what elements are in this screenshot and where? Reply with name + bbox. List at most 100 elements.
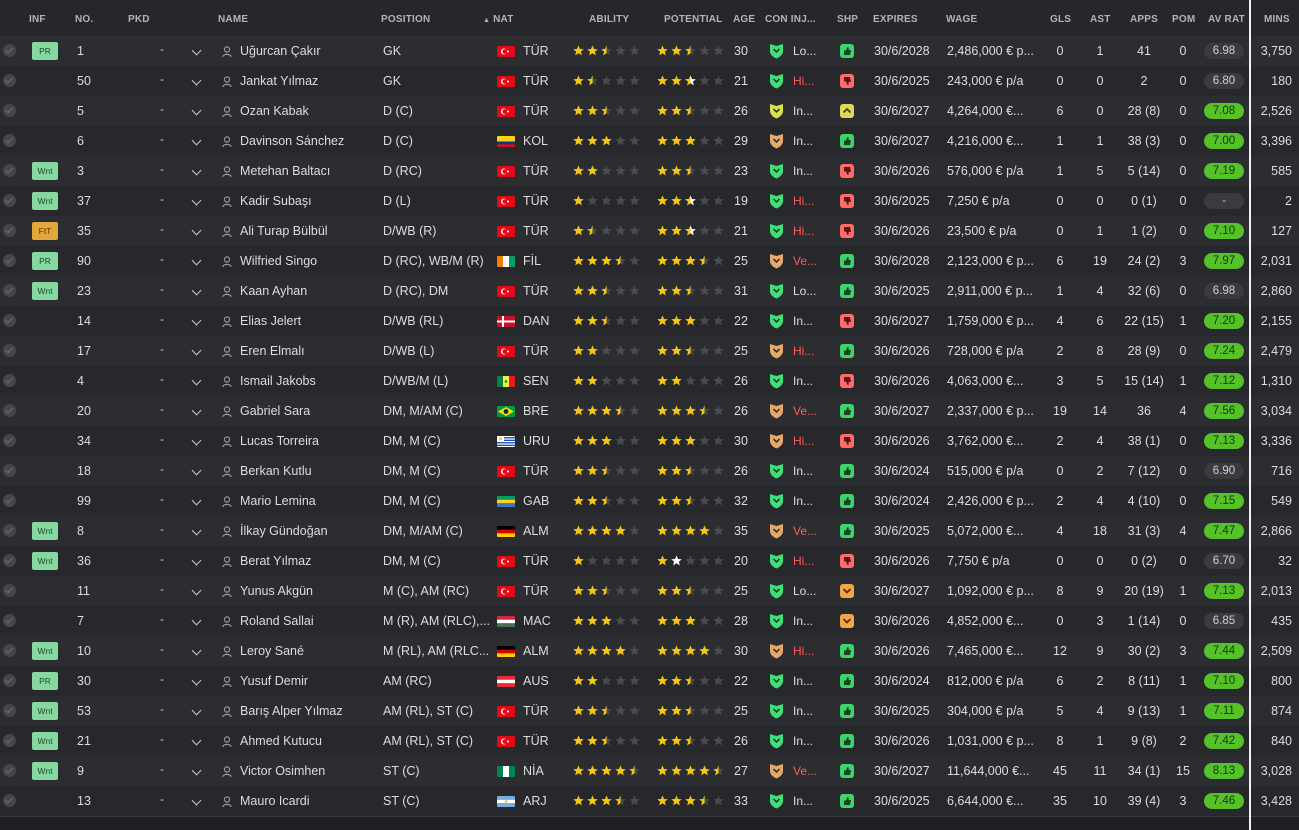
col-wage[interactable]: WAGE	[946, 14, 978, 25]
player-name[interactable]: Elias Jelert	[240, 314, 302, 328]
col-pom[interactable]: POM	[1172, 14, 1196, 25]
table-row[interactable]: Wnt 36 - Berat Yılmaz DM, M (C) TÜR 20 Hi... 30/…	[0, 546, 1299, 576]
player-name[interactable]: Jankat Yılmaz	[240, 74, 319, 88]
select-check-icon[interactable]	[3, 344, 16, 357]
chevron-down-icon[interactable]	[191, 135, 202, 146]
select-check-icon[interactable]	[3, 404, 16, 417]
chevron-down-icon[interactable]	[191, 255, 202, 266]
table-row[interactable]: 99 - Mario Lemina DM, M (C) GAB 32 In... 30/6/2…	[0, 486, 1299, 516]
player-name[interactable]: Metehan Baltacı	[240, 164, 331, 178]
player-name[interactable]: Eren Elmalı	[240, 344, 305, 358]
select-check-icon[interactable]	[3, 764, 16, 777]
player-name[interactable]: Ali Turap Bülbül	[240, 224, 328, 238]
table-row[interactable]: Wnt 10 - Leroy Sané M (RL), AM (RLC... ALM 30 H…	[0, 636, 1299, 666]
select-check-icon[interactable]	[3, 734, 16, 747]
select-check-icon[interactable]	[3, 284, 16, 297]
chevron-down-icon[interactable]	[191, 75, 202, 86]
player-name[interactable]: Mauro Icardi	[240, 794, 310, 808]
table-row[interactable]: 5 - Ozan Kabak D (C) TÜR 26 In... 30/6/2027 4,26…	[0, 96, 1299, 126]
select-check-icon[interactable]	[3, 644, 16, 657]
chevron-down-icon[interactable]	[191, 645, 202, 656]
col-gls[interactable]: GLS	[1050, 14, 1072, 25]
player-name[interactable]: Victor Osimhen	[240, 764, 326, 778]
chevron-down-icon[interactable]	[191, 285, 202, 296]
col-position[interactable]: POSITION	[381, 14, 431, 25]
player-name[interactable]: Uğurcan Çakır	[240, 44, 321, 58]
col-nat-sorted[interactable]: ▲ NAT	[483, 0, 514, 36]
player-name[interactable]: Kaan Ayhan	[240, 284, 308, 298]
col-age[interactable]: AGE	[733, 14, 756, 25]
player-name[interactable]: Yunus Akgün	[240, 584, 313, 598]
chevron-down-icon[interactable]	[191, 585, 202, 596]
chevron-down-icon[interactable]	[191, 405, 202, 416]
chevron-down-icon[interactable]	[191, 495, 202, 506]
chevron-down-icon[interactable]	[191, 735, 202, 746]
chevron-down-icon[interactable]	[191, 465, 202, 476]
player-name[interactable]: Yusuf Demir	[240, 674, 309, 688]
col-ast[interactable]: AST	[1090, 14, 1111, 25]
select-check-icon[interactable]	[3, 464, 16, 477]
player-name[interactable]: Berkan Kutlu	[240, 464, 312, 478]
select-check-icon[interactable]	[3, 554, 16, 567]
table-row[interactable]: Wnt 9 - Victor Osimhen ST (C) NİA 27 Ve... 30/6/…	[0, 756, 1299, 786]
chevron-down-icon[interactable]	[191, 525, 202, 536]
chevron-down-icon[interactable]	[191, 105, 202, 116]
col-shp[interactable]: SHP	[837, 14, 859, 25]
select-check-icon[interactable]	[3, 44, 16, 57]
chevron-down-icon[interactable]	[191, 675, 202, 686]
player-name[interactable]: Berat Yılmaz	[240, 554, 312, 568]
select-check-icon[interactable]	[3, 704, 16, 717]
select-check-icon[interactable]	[3, 194, 16, 207]
select-check-icon[interactable]	[3, 494, 16, 507]
select-check-icon[interactable]	[3, 584, 16, 597]
table-row[interactable]: PR 90 - Wilfried Singo D (RC), WB/M (R) FİL 25…	[0, 246, 1299, 276]
table-row[interactable]: 14- Elias Jelert D/WB (RL) DAN 22 In... 30/6/2…	[0, 306, 1299, 336]
player-name[interactable]: Barış Alper Yılmaz	[240, 704, 343, 718]
table-row[interactable]: PR 30 - Yusuf Demir AM (RC) AUS 22 In... 30/6/20…	[0, 666, 1299, 696]
player-name[interactable]: Davinson Sánchez	[240, 134, 345, 148]
select-check-icon[interactable]	[3, 794, 16, 807]
select-check-icon[interactable]	[3, 524, 16, 537]
chevron-down-icon[interactable]	[191, 165, 202, 176]
select-check-icon[interactable]	[3, 674, 16, 687]
table-row[interactable]: 34 - Lucas Torreira DM, M (C) URU 30 Hi... 30/6…	[0, 426, 1299, 456]
col-ability[interactable]: ABILITY	[589, 14, 630, 25]
chevron-down-icon[interactable]	[191, 765, 202, 776]
table-row[interactable]: 11 - Yunus Akgün M (C), AM (RC) TÜR 25 Lo... 30…	[0, 576, 1299, 606]
player-name[interactable]: Ismail Jakobs	[240, 374, 316, 388]
table-row[interactable]: 6 - Davinson Sánchez D (C) KOL 29 In... 30/6/20…	[0, 126, 1299, 156]
table-row[interactable]: 50 - Jankat Yılmaz GK TÜR 21 Hi... 30/6/2025 243…	[0, 66, 1299, 96]
table-row[interactable]: 13 - Mauro Icardi ST (C) ARJ 33 In... 30/6/2025…	[0, 786, 1299, 817]
player-name[interactable]: Roland Sallai	[240, 614, 314, 628]
select-check-icon[interactable]	[3, 314, 16, 327]
col-expires[interactable]: EXPIRES	[873, 14, 918, 25]
chevron-down-icon[interactable]	[191, 555, 202, 566]
chevron-down-icon[interactable]	[191, 375, 202, 386]
table-row[interactable]: Wnt 8 - İlkay Gündoğan DM, M/AM (C) ALM 35 Ve..…	[0, 516, 1299, 546]
table-row[interactable]: Wnt 23 - Kaan Ayhan D (RC), DM TÜR 31 Lo... 30/6…	[0, 276, 1299, 306]
player-name[interactable]: Kadir Subaşı	[240, 194, 312, 208]
player-name[interactable]: Ahmed Kutucu	[240, 734, 322, 748]
select-check-icon[interactable]	[3, 164, 16, 177]
player-name[interactable]: Lucas Torreira	[240, 434, 319, 448]
table-row[interactable]: Wnt 21- Ahmed Kutucu AM (RL), ST (C) TÜR 26 In…	[0, 726, 1299, 756]
player-name[interactable]: İlkay Gündoğan	[240, 524, 328, 538]
col-name[interactable]: NAME	[218, 14, 249, 25]
chevron-down-icon[interactable]	[191, 195, 202, 206]
table-row[interactable]: 4 - Ismail Jakobs D/WB/M (L) SEN 26 In... 30/6/…	[0, 366, 1299, 396]
chevron-down-icon[interactable]	[191, 705, 202, 716]
chevron-down-icon[interactable]	[191, 345, 202, 356]
player-name[interactable]: Mario Lemina	[240, 494, 316, 508]
chevron-down-icon[interactable]	[191, 615, 202, 626]
select-check-icon[interactable]	[3, 254, 16, 267]
col-apps[interactable]: APPS	[1130, 14, 1159, 25]
table-row[interactable]: 17 - Eren Elmalı D/WB (L) TÜR 25 Hi... 30/6/202…	[0, 336, 1299, 366]
table-row[interactable]: FtT 35 - Ali Turap Bülbül D/WB (R) TÜR 21 Hi...…	[0, 216, 1299, 246]
select-check-icon[interactable]	[3, 374, 16, 387]
select-check-icon[interactable]	[3, 134, 16, 147]
player-name[interactable]: Leroy Sané	[240, 644, 304, 658]
table-row[interactable]: Wnt 3 - Metehan Baltacı D (RC) TÜR 23 In... 30/6…	[0, 156, 1299, 186]
select-check-icon[interactable]	[3, 614, 16, 627]
table-row[interactable]: 7 - Roland Sallai M (R), AM (RLC),... MAC 28 I…	[0, 606, 1299, 636]
col-pkd[interactable]: PKD	[128, 14, 150, 25]
